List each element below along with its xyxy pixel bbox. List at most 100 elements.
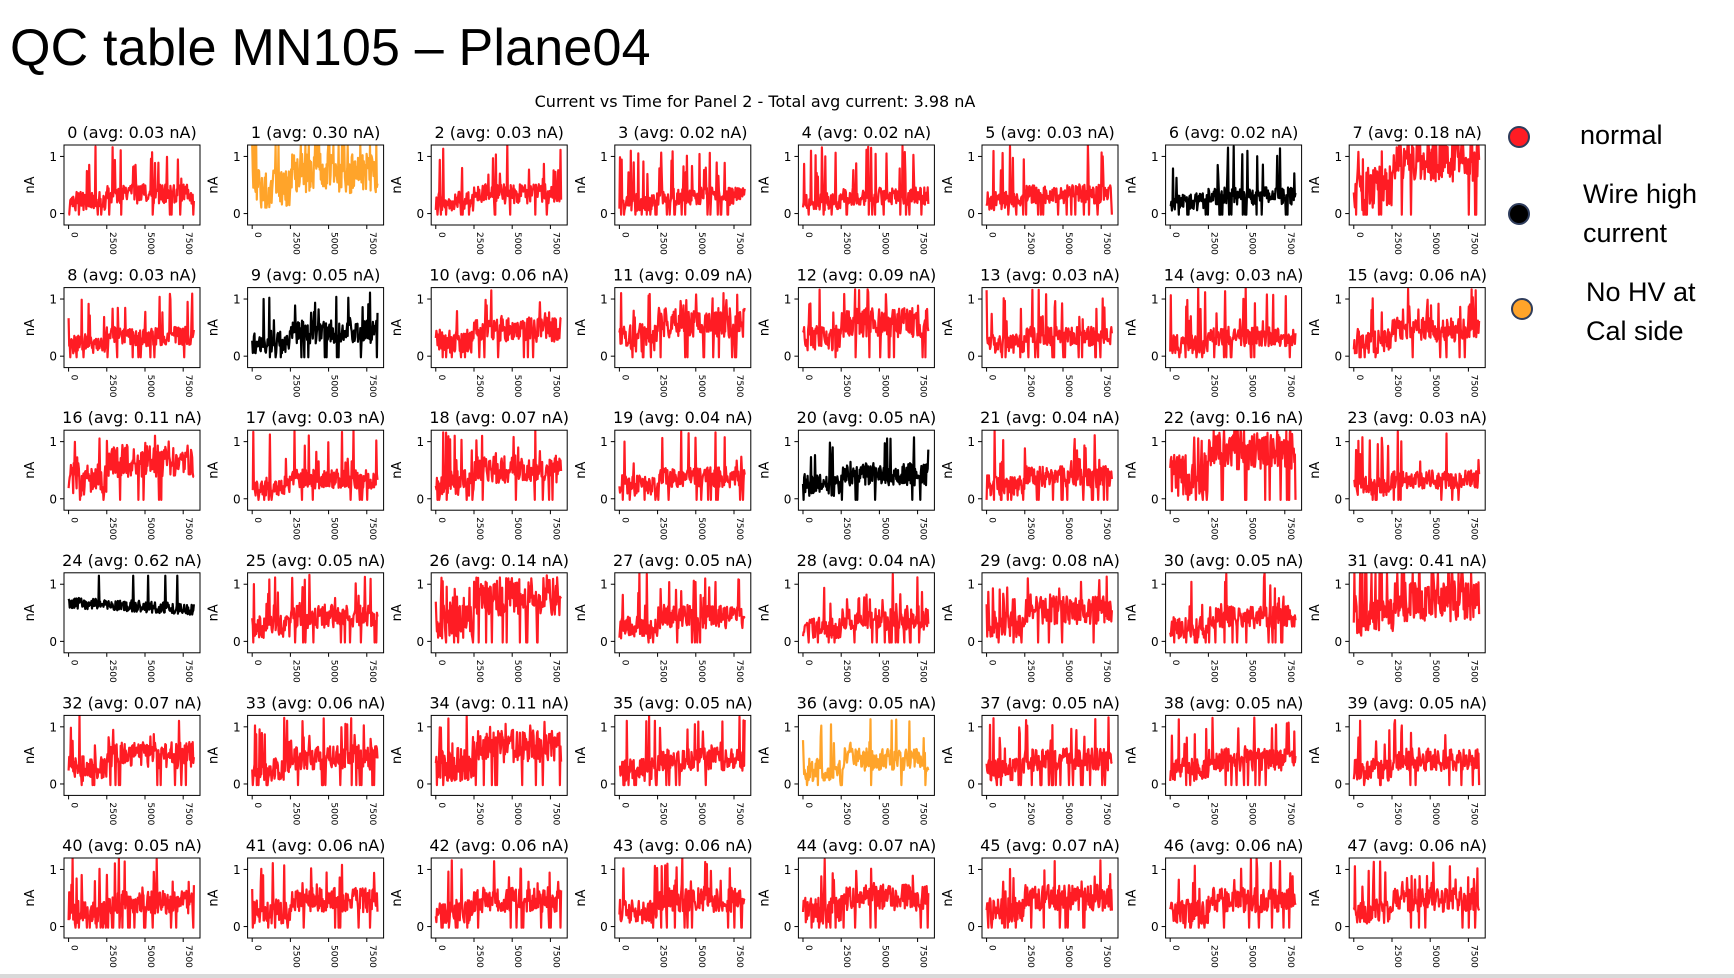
subplot-14-xtick-label-1: 2500 (1208, 375, 1218, 398)
subplot-21-xtick-label-2: 5000 (1063, 517, 1073, 540)
subplot-43-xtick-label-1: 2500 (658, 945, 668, 968)
subplot-ylabel-2: nA (390, 176, 405, 193)
subplot-43-xtick-label-0: 0 (619, 945, 629, 951)
subplot-0-ytick-label-1: 1 (49, 150, 57, 164)
subplot-frame-4 (797, 144, 935, 226)
subplot-30-ytick-label-0: 0 (1151, 635, 1159, 649)
subplot-3-xtick-label-1: 2500 (658, 232, 668, 255)
subplot-18-ytick-label-1: 1 (417, 435, 425, 449)
subplot-42-xtick-label-1: 2500 (474, 945, 484, 968)
subplot-19-ytick-label-1: 1 (600, 435, 608, 449)
subplot-title-15: 15 (avg: 0.06 nA) (1347, 266, 1487, 285)
subplot-frame-5 (981, 144, 1119, 226)
subplot-12-ytick-label-0: 0 (784, 350, 792, 364)
subplot-32-xtick-label-3: 7500 (183, 802, 193, 825)
subplot-ylabel-6: nA (1125, 176, 1140, 193)
subplot-ylabel-47: nA (1308, 889, 1323, 906)
subplot-line-38 (1169, 716, 1297, 787)
subplot-1-xtick-label-0: 0 (252, 232, 262, 238)
subplot-42-ytick-label-1: 1 (417, 863, 425, 877)
subplot-frame-12 (797, 287, 935, 369)
legend-dot-no-hv (1511, 298, 1533, 320)
subplot-16-xtick-label-3: 7500 (183, 517, 193, 540)
subplot-43: 43 (avg: 0.06 nA) 0 1 nA 0 2500 5000 7500 (574, 836, 753, 968)
subplot-line-2 (434, 145, 563, 216)
subplot-frame-15 (1348, 287, 1486, 369)
subplot-line-6 (1169, 145, 1297, 216)
subplot-34-xtick-label-1: 2500 (474, 802, 484, 825)
subplot-35-xtick-label-2: 5000 (696, 802, 706, 825)
subplot-line-24 (67, 574, 195, 616)
subplot-28-ytick-label-0: 0 (784, 635, 792, 649)
subplot-frame-26 (430, 572, 568, 654)
subplot-frame-32 (63, 714, 201, 796)
subplot-34-ytick-label-0: 0 (417, 777, 425, 791)
subplot-title-18: 18 (avg: 0.07 nA) (429, 408, 569, 427)
subplot-29-ytick-label-1: 1 (967, 578, 975, 592)
subplot-line-36 (801, 718, 930, 787)
subplot-frame-37 (981, 714, 1119, 796)
subplot-45-ytick-label-0: 0 (967, 920, 975, 934)
subplot-19-xtick-label-1: 2500 (658, 517, 668, 540)
subplot-47-xtick-label-2: 5000 (1430, 945, 1440, 968)
subplot-frame-41 (247, 857, 385, 939)
subplot-36-xtick-label-1: 2500 (841, 802, 851, 825)
subplot-15-xtick-label-3: 7500 (1468, 375, 1478, 398)
subplot-20-xtick-label-0: 0 (803, 517, 813, 523)
subplot-46-xtick-label-2: 5000 (1247, 945, 1257, 968)
subplot-37-xtick-label-2: 5000 (1063, 802, 1073, 825)
subplot-39-xtick-label-3: 7500 (1468, 802, 1478, 825)
legend: normal Wire high current No HV at Cal si… (1490, 108, 1730, 368)
subplot-ylabel-22: nA (1125, 462, 1140, 479)
subplot-42-xtick-label-3: 7500 (550, 945, 560, 968)
subplot-9-ytick-label-1: 1 (233, 293, 241, 307)
subplot-line-40 (67, 858, 195, 929)
subplot-43-xtick-label-2: 5000 (696, 945, 706, 968)
subplot-line-46 (1169, 858, 1297, 929)
subplot-32-xtick-label-0: 0 (69, 802, 79, 808)
subplot-21-ytick-label-0: 0 (967, 492, 975, 506)
subplot-title-29: 29 (avg: 0.08 nA) (980, 551, 1120, 570)
subplot-line-21 (985, 430, 1113, 501)
slide-bottom-rule (0, 974, 1734, 978)
subplot-3-ytick-label-1: 1 (600, 150, 608, 164)
subplot-ylabel-26: nA (390, 604, 405, 621)
subplot-line-44 (801, 858, 930, 929)
subplot-4-xtick-label-1: 2500 (841, 232, 851, 255)
subplot-17-xtick-label-2: 5000 (329, 517, 339, 540)
subplot-33-xtick-label-2: 5000 (329, 802, 339, 825)
subplot-frame-2 (430, 144, 568, 226)
subplot-9: 9 (avg: 0.05 nA) 0 1 nA 0 2500 5000 7500 (207, 266, 385, 398)
subplot-ylabel-12: nA (757, 319, 772, 336)
subplot-24-xtick-label-0: 0 (69, 660, 79, 666)
subplot-10-xtick-label-0: 0 (436, 375, 446, 381)
subplot-33-xtick-label-3: 7500 (367, 802, 377, 825)
subplot-21-xtick-label-1: 2500 (1025, 517, 1035, 540)
subplot-33-ytick-label-0: 0 (233, 777, 241, 791)
subplot-19: 19 (avg: 0.04 nA) 0 1 nA 0 2500 5000 7500 (574, 408, 753, 540)
subplot-27-ytick-label-1: 1 (600, 578, 608, 592)
subplot-12: 12 (avg: 0.09 nA) 0 1 nA 0 2500 5000 7500 (757, 266, 936, 398)
subplot-ylabel-10: nA (390, 319, 405, 336)
subplot-16-ytick-label-0: 0 (49, 492, 57, 506)
subplot-11-xtick-label-0: 0 (619, 375, 629, 381)
subplot-38-ytick-label-0: 0 (1151, 777, 1159, 791)
subplot-14-xtick-label-3: 7500 (1285, 375, 1295, 398)
subplot-title-30: 30 (avg: 0.05 nA) (1164, 551, 1304, 570)
subplot-37-xtick-label-0: 0 (987, 802, 997, 808)
subplot-line-34 (434, 715, 563, 787)
subplot-9-xtick-label-0: 0 (252, 375, 262, 381)
subplot-46-ytick-label-1: 1 (1151, 863, 1159, 877)
subplot-5-xtick-label-1: 2500 (1025, 232, 1035, 255)
subplot-30-xtick-label-0: 0 (1170, 660, 1180, 666)
subplot-title-19: 19 (avg: 0.04 nA) (613, 408, 753, 427)
subplot-44-ytick-label-1: 1 (784, 863, 792, 877)
subplot-29: 29 (avg: 0.08 nA) 0 1 nA 0 2500 5000 7500 (941, 551, 1120, 683)
subplot-44-xtick-label-0: 0 (803, 945, 813, 951)
subplot-15-xtick-label-2: 5000 (1430, 375, 1440, 398)
subplot-1-xtick-label-2: 5000 (329, 232, 339, 255)
subplot-47-xtick-label-0: 0 (1354, 945, 1364, 951)
subplot-ylabel-1: nA (207, 176, 222, 193)
subplot-title-34: 34 (avg: 0.11 nA) (429, 693, 569, 712)
subplot-10-xtick-label-3: 7500 (550, 375, 560, 398)
